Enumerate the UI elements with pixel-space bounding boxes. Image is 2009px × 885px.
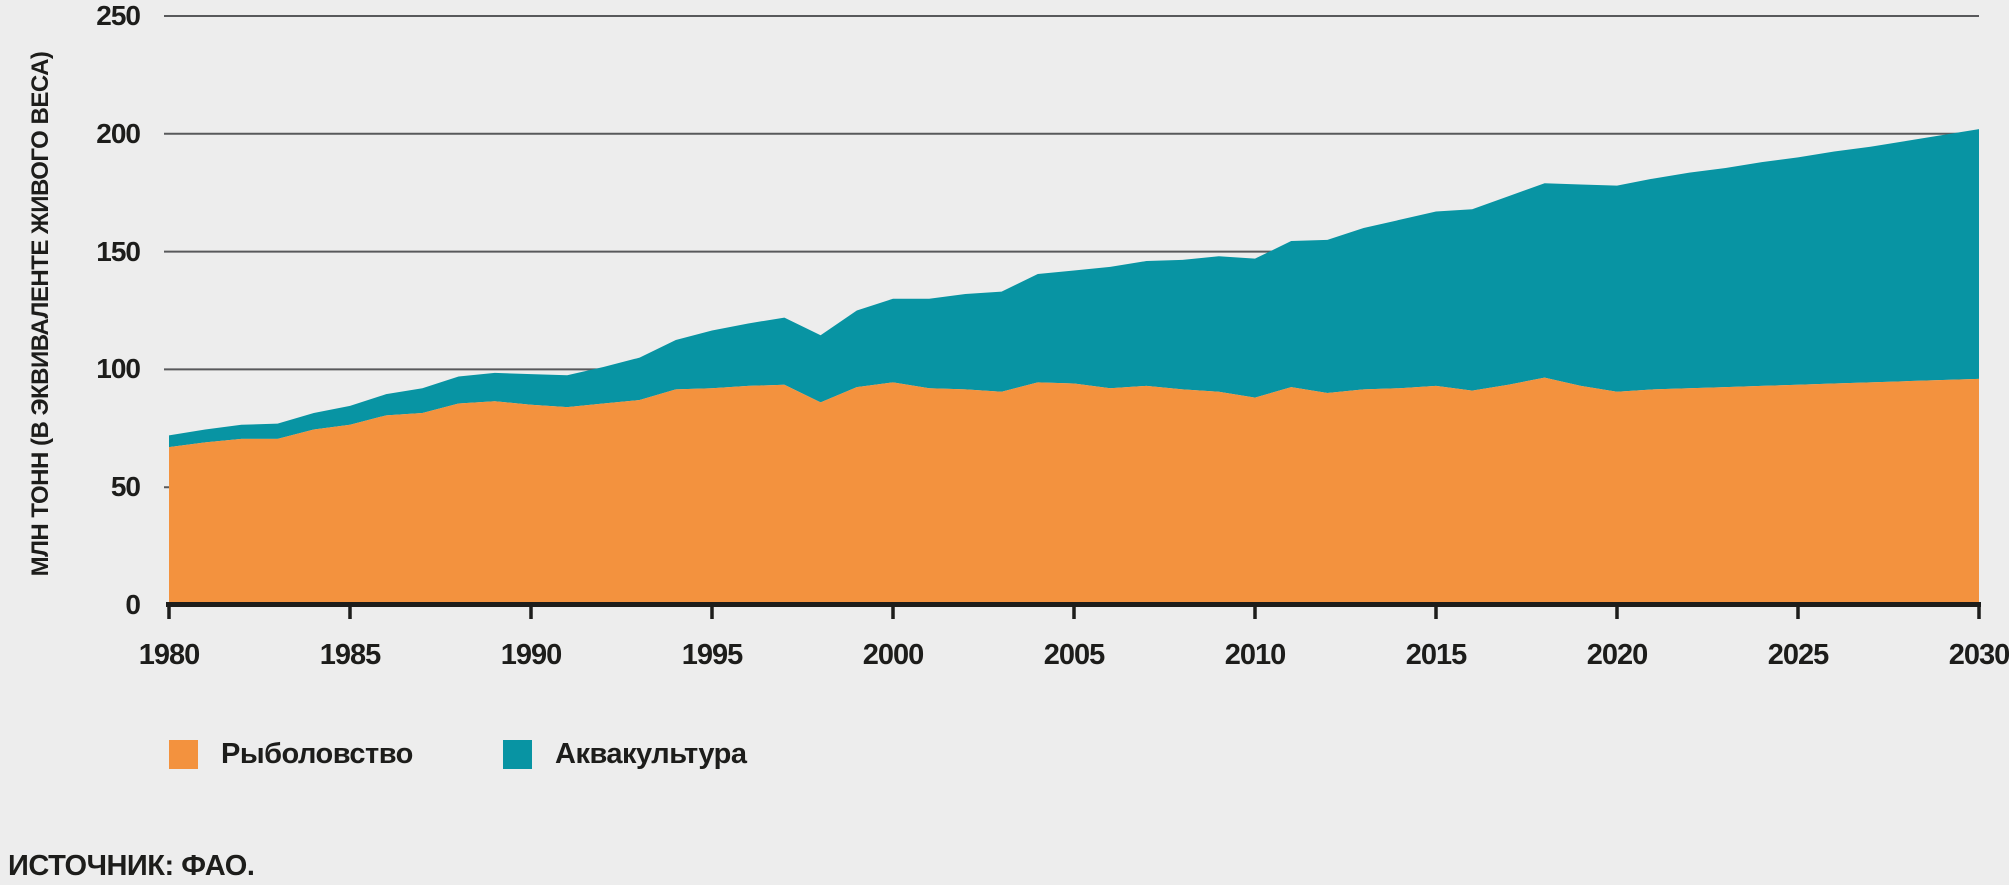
x-axis-tick-2030: [1977, 607, 1981, 619]
x-tick-label-1995: 1995: [681, 639, 744, 671]
x-tick-label-2015: 2015: [1405, 639, 1468, 671]
x-tick-label-1985: 1985: [319, 639, 382, 671]
x-axis-line: [166, 602, 1981, 607]
y-tick-label-250: 250: [96, 0, 141, 31]
x-tick-label-1990: 1990: [500, 639, 563, 671]
x-axis-tick-2025: [1796, 607, 1800, 619]
y-tick-label-50: 50: [110, 471, 141, 503]
y-tick-label-100: 100: [96, 353, 141, 385]
y-tick-label-150: 150: [96, 235, 141, 267]
x-tick-label-2005: 2005: [1043, 639, 1106, 671]
x-axis-tick-1990: [529, 607, 533, 619]
fisheries-swatch-icon: [169, 739, 198, 769]
x-tick-label-2010: 2010: [1224, 639, 1287, 671]
capture-area: [169, 377, 1979, 605]
x-tick-label-2030: 2030: [1948, 639, 2009, 671]
x-tick-label-1980: 1980: [138, 639, 201, 671]
x-axis-tick-2015: [1434, 607, 1438, 619]
x-axis-tick-2010: [1253, 607, 1257, 619]
y-tick-label-200: 200: [96, 117, 141, 149]
x-tick-label-2025: 2025: [1767, 639, 1830, 671]
legend-label-fisheries: Рыболовство: [221, 737, 413, 770]
x-axis-tick-1985: [348, 607, 352, 619]
legend-label-aquaculture: Аквакультура: [555, 737, 747, 770]
legend: Рыболовство Аквакультура: [0, 737, 2009, 770]
x-axis-tick-1980: [167, 607, 171, 619]
x-tick-label-2000: 2000: [862, 639, 925, 671]
x-axis-tick-1995: [710, 607, 714, 619]
legend-item-aquaculture: Аквакультура: [503, 737, 747, 770]
x-axis-tick-2005: [1072, 607, 1076, 619]
y-tick-label-0: 0: [125, 589, 141, 620]
x-axis-tick-2000: [891, 607, 895, 619]
aquaculture-swatch-icon: [503, 739, 532, 769]
x-axis-tick-2020: [1615, 607, 1619, 619]
source-note: ИСТОЧНИК: ФАО.: [8, 850, 255, 882]
legend-item-fisheries: Рыболовство: [169, 737, 413, 770]
x-tick-label-2020: 2020: [1586, 639, 1649, 671]
aquaculture-area: [169, 129, 1979, 448]
